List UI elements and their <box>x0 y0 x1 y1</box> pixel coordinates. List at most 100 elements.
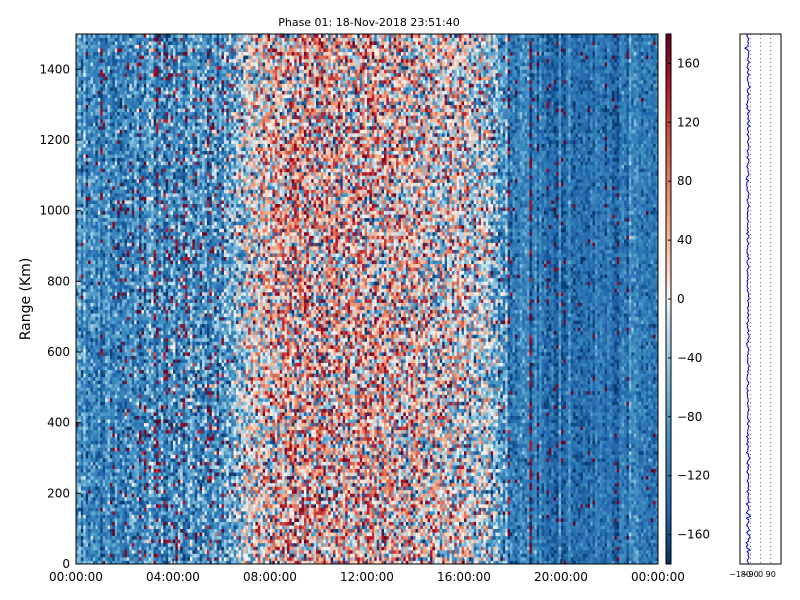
heatmap-cell <box>129 390 133 395</box>
heatmap-cell <box>105 535 108 540</box>
heatmap-cell <box>143 313 147 318</box>
heatmap-cell <box>129 253 133 257</box>
heatmap-cell <box>114 76 118 81</box>
heatmap-cell <box>129 433 133 438</box>
heatmap-cell <box>117 224 121 229</box>
heatmap-cell <box>126 69 130 74</box>
heatmap-cell <box>90 475 94 480</box>
heatmap-cell <box>97 157 101 162</box>
heatmap-cell <box>119 249 123 254</box>
heatmap-cell <box>90 108 94 113</box>
heatmap-cell <box>90 493 94 498</box>
heatmap-cell <box>88 295 91 300</box>
heatmap-cell <box>100 41 104 45</box>
heatmap-cell <box>124 62 128 67</box>
heatmap-cell <box>92 405 96 409</box>
heatmap-cell <box>107 242 111 247</box>
heatmap-cell <box>78 284 82 289</box>
heatmap-cell <box>112 454 116 459</box>
heatmap-cell <box>102 309 106 314</box>
heatmap-cell <box>148 309 152 314</box>
heatmap-cell <box>129 380 133 385</box>
heatmap-cell <box>129 306 133 310</box>
heatmap-cell <box>76 429 79 434</box>
heatmap-cell <box>88 83 91 88</box>
heatmap-cell <box>146 108 150 113</box>
heatmap-cell <box>129 454 133 459</box>
heatmap-cell <box>129 337 133 342</box>
heatmap-cell <box>112 330 116 335</box>
heatmap-cell <box>112 246 116 250</box>
heatmap-cell <box>136 369 140 374</box>
heatmap-cell <box>107 532 111 537</box>
heatmap-cell <box>114 111 118 116</box>
heatmap-cell <box>153 415 157 420</box>
heatmap-cell <box>83 352 87 356</box>
heatmap-cell <box>146 507 150 512</box>
heatmap-cell <box>97 405 101 409</box>
heatmap-cell <box>126 454 130 459</box>
heatmap-cell <box>146 429 150 434</box>
heatmap-cell <box>95 327 99 332</box>
heatmap-cell <box>143 76 147 81</box>
heatmap-cell <box>83 104 87 109</box>
heatmap-cell <box>122 83 125 88</box>
heatmap-cell <box>114 475 118 480</box>
heatmap-cell <box>122 394 125 399</box>
heatmap-cell <box>85 270 89 275</box>
heatmap-cell <box>92 104 96 109</box>
heatmap-cell <box>139 299 142 303</box>
heatmap-cell <box>117 376 121 381</box>
heatmap-cell <box>151 270 154 275</box>
heatmap-cell <box>109 274 113 279</box>
heatmap-cell <box>129 299 133 303</box>
heatmap-cell <box>117 532 121 537</box>
heatmap-cell <box>102 249 106 254</box>
heatmap-cell <box>90 291 94 296</box>
heatmap-cell <box>109 182 113 187</box>
heatmap-cell <box>143 182 147 187</box>
heatmap-cell <box>114 108 118 113</box>
heatmap-cell <box>112 267 116 272</box>
heatmap-cell <box>143 373 147 378</box>
heatmap-cell <box>122 200 125 204</box>
heatmap-cell <box>109 154 113 159</box>
heatmap-cell <box>156 546 159 551</box>
heatmap-cell <box>136 479 140 484</box>
heatmap-cell <box>126 267 130 272</box>
heatmap-cell <box>146 482 150 487</box>
heatmap-cell <box>117 507 121 512</box>
heatmap-cell <box>141 422 145 427</box>
heatmap-cell <box>148 493 152 498</box>
heatmap-cell <box>146 147 150 151</box>
heatmap-cell <box>136 415 140 420</box>
heatmap-cell <box>109 65 113 70</box>
heatmap-cell <box>146 37 150 42</box>
heatmap-cell <box>109 210 113 215</box>
heatmap-cell <box>129 48 133 53</box>
heatmap-cell <box>126 511 130 515</box>
heatmap-cell <box>122 341 125 346</box>
heatmap-cell <box>85 274 89 279</box>
heatmap-cell <box>78 394 82 399</box>
heatmap-cell <box>141 228 145 233</box>
heatmap-cell <box>131 419 135 424</box>
heatmap-cell <box>76 196 79 201</box>
heatmap-cell <box>129 94 133 98</box>
heatmap-cell <box>134 221 138 226</box>
heatmap-cell <box>119 316 123 321</box>
heatmap-cell <box>136 104 140 109</box>
heatmap-cell <box>153 72 157 77</box>
heatmap-cell <box>76 168 79 173</box>
heatmap-cell <box>151 436 154 441</box>
heatmap-cell <box>107 256 111 261</box>
heatmap-cell <box>156 468 159 473</box>
heatmap-cell <box>105 528 108 533</box>
heatmap-cell <box>153 94 157 98</box>
heatmap-cell <box>134 90 138 95</box>
heatmap-cell <box>153 90 157 95</box>
heatmap-cell <box>122 560 125 565</box>
heatmap-cell <box>92 224 96 229</box>
heatmap-cell <box>131 355 135 360</box>
heatmap-cell <box>97 429 101 434</box>
